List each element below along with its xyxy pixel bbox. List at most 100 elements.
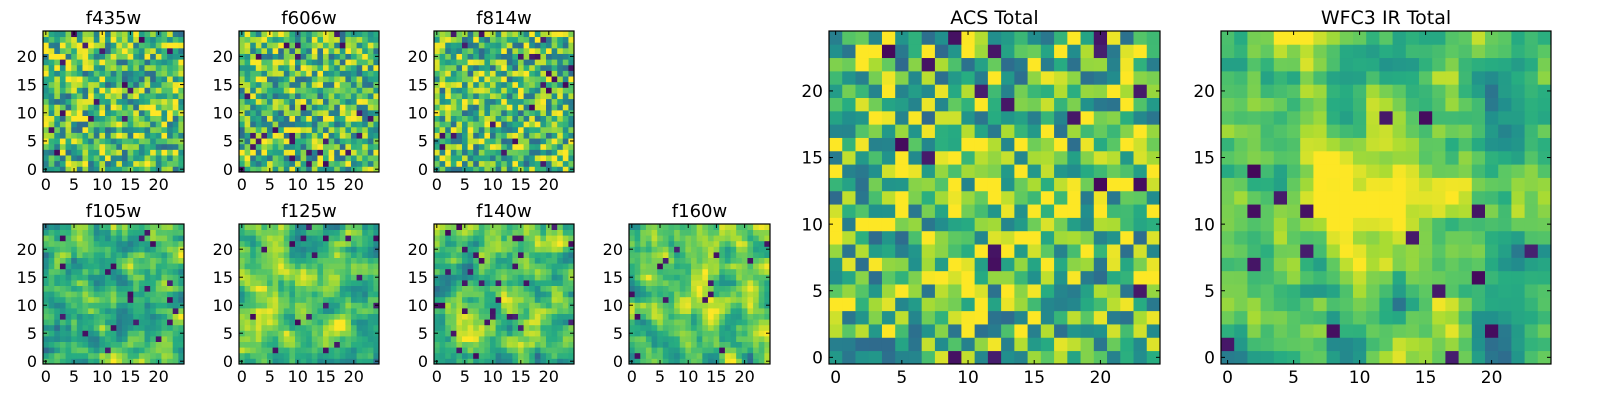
heatmap-cell (48, 313, 55, 320)
heatmap-cell (691, 263, 698, 270)
heatmap-cell (523, 296, 530, 303)
heatmap-cell (116, 347, 123, 354)
heatmap-cell (93, 263, 100, 270)
heatmap-cell (478, 308, 485, 314)
heatmap-cell (568, 31, 575, 38)
heatmap-cell (868, 204, 883, 218)
heatmap-cell (178, 36, 185, 43)
heatmap-cell (562, 138, 569, 145)
heatmap-cell (155, 274, 162, 281)
heatmap-cell (662, 341, 669, 348)
heatmap-cell (295, 115, 301, 122)
heatmap-cell (121, 319, 128, 326)
heatmap-cell (328, 274, 335, 281)
heatmap-cell (167, 160, 174, 167)
heatmap-cell (48, 149, 55, 156)
heatmap-cell (1027, 310, 1042, 325)
heatmap-cell (934, 217, 949, 232)
heatmap-cell (300, 308, 307, 314)
heatmap-cell (551, 252, 558, 258)
heatmap-cell (562, 324, 569, 331)
heatmap-cell (478, 280, 485, 286)
heatmap-cell (434, 240, 440, 247)
heatmap-cell (311, 98, 318, 105)
heatmap-cell (674, 280, 681, 286)
heatmap-cell (362, 252, 369, 258)
heatmap-cell (523, 235, 530, 242)
heatmap-cell (144, 246, 151, 253)
heatmap-cell (76, 109, 83, 116)
heatmap-cell (1080, 337, 1095, 352)
heatmap-cell (484, 104, 491, 111)
heatmap-cell (518, 87, 524, 94)
heatmap-cell (540, 235, 547, 242)
heatmap-cell (645, 246, 652, 253)
heatmap-cell (110, 143, 117, 150)
heatmap-cell (719, 308, 726, 314)
heatmap-cell (295, 64, 301, 71)
heatmap-cell (490, 319, 496, 326)
heatmap-cell (133, 347, 140, 354)
heatmap-cell (467, 341, 474, 348)
heatmap-cell (99, 308, 106, 314)
heatmap-cell (473, 229, 480, 236)
heatmap-cell (144, 313, 151, 320)
heatmap-cell (1001, 324, 1015, 338)
heatmap-cell (456, 313, 463, 320)
heatmap-cell (311, 347, 318, 354)
heatmap-cell (278, 138, 285, 145)
heatmap-cell (178, 240, 185, 247)
heatmap-cell (289, 324, 296, 331)
heatmap-cell (1120, 204, 1134, 218)
heatmap-cell (362, 274, 369, 281)
heatmap-cell (261, 53, 268, 60)
heatmap-cell (696, 308, 703, 314)
heatmap-cell (178, 308, 185, 314)
heatmap-cell (317, 160, 324, 167)
heatmap-cell (679, 285, 686, 292)
heatmap-cell (345, 291, 352, 298)
heatmap-cell (267, 59, 273, 66)
heatmap-cell (495, 352, 502, 359)
heatmap-cell (155, 330, 162, 337)
heatmap-cell (501, 53, 508, 60)
heatmap-cell (161, 224, 168, 230)
heatmap-cell (445, 285, 452, 292)
heatmap-cell (674, 274, 681, 281)
heatmap-cell (133, 143, 140, 150)
heatmap-cell (373, 352, 380, 359)
heatmap-cell (434, 324, 440, 331)
heatmap-cell (244, 319, 251, 326)
heatmap-cell (155, 42, 162, 49)
heatmap-cell (462, 138, 468, 145)
heatmap-cell (339, 166, 346, 173)
heatmap-cell (144, 104, 151, 111)
heatmap-cell (82, 31, 89, 38)
heatmap-cell (76, 268, 83, 275)
heatmap-cell (88, 109, 95, 116)
heatmap-cell (512, 268, 519, 275)
heatmap-cell (948, 190, 962, 205)
heatmap-cell (662, 235, 669, 242)
heatmap-cell (255, 70, 262, 77)
heatmap-cell (629, 268, 636, 275)
heatmap-cell (518, 263, 524, 270)
heatmap-cell (105, 330, 112, 337)
heatmap-cell (283, 93, 290, 100)
heatmap-cell (239, 296, 245, 303)
heatmap-cell (116, 70, 123, 77)
heatmap-cell (895, 297, 909, 312)
heatmap-cell (133, 240, 140, 247)
heatmap-cell (523, 87, 530, 94)
heatmap-cell (306, 115, 313, 122)
heatmap-cell (450, 166, 457, 173)
heatmap-cell (261, 47, 268, 54)
heatmap-cell (323, 36, 329, 43)
heatmap-cell (540, 240, 547, 247)
heatmap-cell (311, 138, 318, 145)
heatmap-cell (634, 324, 641, 331)
heatmap-cell (255, 324, 262, 331)
heatmap-cell (456, 81, 463, 88)
heatmap-cell (439, 324, 446, 331)
heatmap-cell (339, 302, 346, 309)
